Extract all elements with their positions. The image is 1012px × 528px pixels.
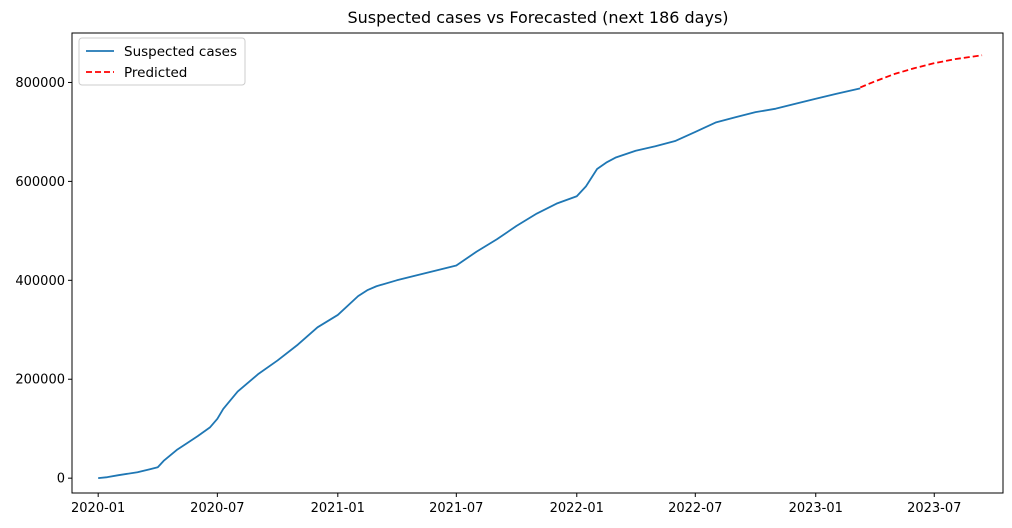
x-tick-label: 2021-01 [311,501,365,516]
legend-label-suspected-cases: Suspected cases [124,44,237,60]
y-tick-label: 0 [57,472,65,487]
y-tick-label: 600000 [15,175,65,190]
x-tick-label: 2022-07 [668,501,722,516]
x-tick-label: 2020-07 [190,501,244,516]
y-tick-label: 400000 [15,274,65,289]
x-tick-label: 2023-07 [907,501,961,516]
legend-label-predicted: Predicted [124,65,187,81]
x-tick-label: 2022-01 [550,501,604,516]
series-line-predicted [859,54,983,89]
x-tick-label: 2023-01 [789,501,843,516]
y-tick-label: 800000 [15,76,65,91]
axes-frame [71,32,1004,494]
series-line-suspected-cases [98,87,861,480]
x-tick-label: 2021-07 [429,501,483,516]
x-tick-label: 2020-01 [71,501,125,516]
legend: Suspected cases Predicted [78,37,246,86]
legend-box [78,37,246,86]
chart-title: Suspected cases vs Forecasted (next 186 … [347,8,728,27]
y-tick-label: 200000 [15,373,65,388]
plot-area: 2020-01 2020-07 2021-01 2021-07 2022-01 2022-… [15,32,1004,516]
